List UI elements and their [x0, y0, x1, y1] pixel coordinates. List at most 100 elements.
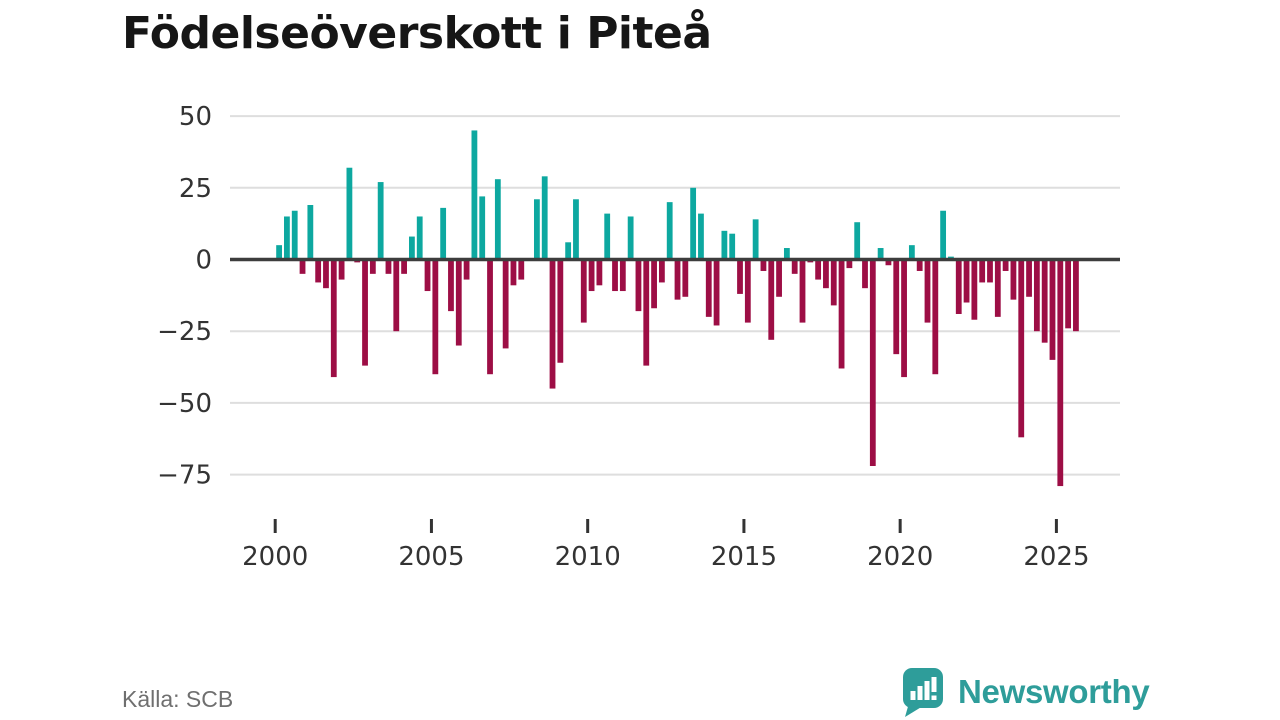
source-label: Källa: SCB [122, 686, 234, 712]
bar [768, 259, 775, 340]
bar [448, 259, 454, 312]
bar [299, 259, 306, 274]
bar [940, 210, 947, 260]
bar [682, 259, 689, 297]
bar [963, 259, 970, 303]
bar [658, 259, 665, 283]
bar [346, 167, 353, 260]
bar [971, 259, 978, 320]
bar [877, 248, 884, 260]
bar [838, 259, 845, 369]
bar [713, 259, 720, 326]
bar [901, 259, 907, 378]
bar [783, 248, 790, 260]
bar [651, 259, 657, 309]
bar [635, 259, 642, 312]
bar [533, 199, 540, 260]
bar [643, 259, 650, 366]
bar [487, 259, 493, 375]
bar [307, 205, 314, 260]
bar [924, 259, 931, 323]
bar [338, 259, 345, 280]
bar [401, 259, 407, 274]
bar [440, 207, 447, 260]
x-tick-label: 2015 [711, 542, 777, 572]
bar [791, 259, 798, 274]
bar [518, 259, 525, 280]
bar [377, 182, 384, 260]
bar [760, 259, 767, 271]
bar [854, 222, 861, 260]
bar [955, 259, 962, 314]
x-tick-label: 2005 [398, 542, 464, 572]
bar [705, 259, 712, 317]
bar [362, 259, 368, 366]
bar [666, 202, 673, 260]
x-tick-label: 2000 [242, 542, 308, 572]
y-tick-label: −75 [157, 461, 212, 491]
bar [862, 259, 868, 289]
x-tick-label: 2025 [1023, 542, 1089, 572]
bar [510, 259, 517, 286]
bar [541, 176, 548, 260]
x-tick-label: 2020 [867, 542, 933, 572]
y-tick-label: 0 [195, 246, 212, 276]
bar [799, 259, 806, 323]
bar [580, 259, 587, 323]
bar [729, 233, 736, 260]
x-tick-label: 2010 [555, 542, 621, 572]
bar [1057, 259, 1064, 487]
bar [494, 179, 501, 260]
bar [823, 259, 829, 289]
bar [627, 216, 634, 260]
bar [463, 259, 470, 280]
bar [869, 259, 876, 466]
bar [690, 187, 697, 260]
bar [409, 236, 415, 260]
bar [424, 259, 431, 292]
bar [1073, 259, 1079, 332]
bar [315, 259, 322, 283]
bar [573, 199, 579, 260]
bar [471, 130, 478, 260]
newsworthy-logo-icon [903, 668, 943, 717]
bar [284, 216, 290, 260]
bar [291, 210, 298, 260]
bar [455, 259, 462, 346]
bar [908, 245, 915, 260]
y-tick-label: 25 [179, 174, 212, 204]
bar [385, 259, 392, 274]
bar [1033, 259, 1040, 332]
bar [846, 259, 853, 269]
newsworthy-logo: Newsworthy [901, 664, 1150, 720]
bar [596, 259, 603, 286]
bar [916, 259, 923, 271]
bar [557, 259, 564, 363]
bar [588, 259, 595, 292]
bar [604, 213, 611, 260]
bar [698, 213, 704, 260]
bar [1018, 259, 1025, 438]
bar [674, 259, 681, 300]
bar [612, 259, 618, 292]
bar [830, 259, 837, 306]
bar [932, 259, 939, 375]
bar [987, 259, 993, 283]
y-tick-label: 50 [179, 102, 212, 132]
bar [1041, 259, 1048, 343]
y-tick-label: −50 [157, 389, 212, 419]
bar [721, 230, 728, 260]
chart-title: Födelseöverskott i Piteå [122, 8, 712, 59]
bar [276, 245, 282, 260]
bar [549, 259, 556, 389]
bar [432, 259, 439, 375]
bar [1049, 259, 1056, 360]
bar [994, 259, 1001, 317]
bar [416, 216, 423, 260]
bar [619, 259, 626, 292]
bar [1026, 259, 1032, 297]
bar [479, 196, 486, 260]
bar [744, 259, 751, 323]
